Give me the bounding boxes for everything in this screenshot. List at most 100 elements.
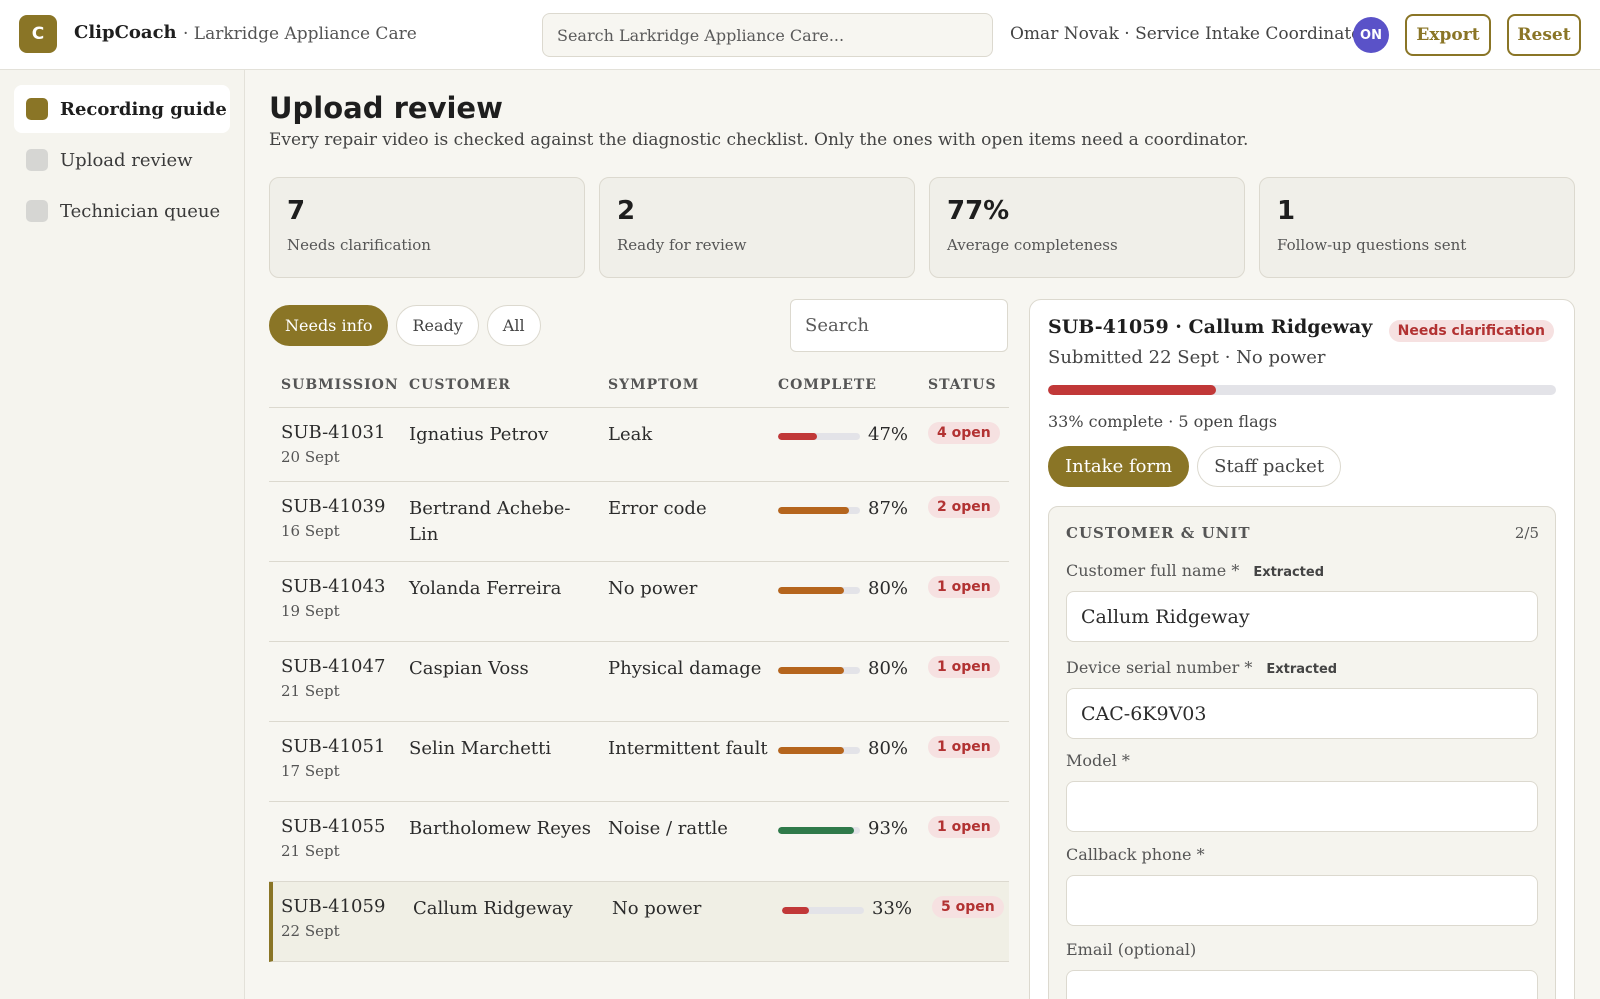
sidebar-item-recording-guide[interactable]: Recording guide (14, 85, 230, 133)
detail-panel: SUB-41059 · Callum Ridgeway Needs clarif… (1029, 299, 1575, 999)
complete-cell: 80% (778, 656, 916, 682)
submission-id: SUB-41051 (281, 736, 386, 757)
symptom-cell: Leak (608, 424, 653, 445)
submission-id: SUB-41055 (281, 816, 386, 837)
submission-id: SUB-41047 (281, 656, 386, 677)
percent-label: 80% (868, 658, 909, 679)
symptom-cell: No power (612, 898, 702, 919)
export-button[interactable]: Export (1405, 14, 1491, 56)
stat-label: Needs clarification (287, 236, 431, 254)
symptom-cell: Intermittent fault (608, 738, 768, 759)
progress-bar-fill (778, 827, 855, 834)
submission-date: 22 Sept (281, 922, 340, 940)
table-row[interactable]: SUB-41031 20 Sept Ignatius Petrov Leak 47% 4 … (269, 408, 1009, 482)
symptom-cell: Error code (608, 498, 707, 519)
status-badge: 2 open (928, 496, 1000, 518)
callback-phone-field[interactable] (1066, 875, 1538, 926)
nav-square-icon (26, 200, 48, 222)
table-row[interactable]: SUB-41055 21 Sept Bartholomew Reyes Noise /… (269, 802, 1009, 882)
extracted-tag: Extracted (1253, 565, 1325, 580)
column-header[interactable]: Submission (281, 377, 399, 393)
tab-intake-form[interactable]: Intake form (1048, 446, 1190, 487)
detail-subtitle: Submitted 22 Sept · No power (1048, 347, 1326, 368)
submission-date: 21 Sept (281, 682, 340, 700)
customer-cell: Caspian Voss (409, 658, 529, 679)
avatar[interactable]: ON (1353, 17, 1389, 53)
symptom-cell: No power (608, 578, 698, 599)
submission-cell: SUB-41039 16 Sept (281, 496, 385, 540)
table-row[interactable]: SUB-41043 19 Sept Yolanda Ferreira No power… (269, 562, 1009, 642)
column-header[interactable]: Symptom (608, 377, 700, 393)
stat-label: Average completeness (947, 236, 1118, 254)
complete-cell: 87% (778, 496, 916, 522)
submission-cell: SUB-41059 22 Sept (281, 896, 385, 940)
column-header[interactable]: Complete (778, 377, 877, 393)
sidebar-item-upload-review[interactable]: Upload review (14, 136, 230, 184)
sidebar-item-label: Technician queue (60, 200, 221, 222)
model-field[interactable] (1066, 781, 1538, 832)
tab-staff-packet[interactable]: Staff packet (1197, 446, 1342, 487)
progress-bar-fill (778, 667, 844, 674)
customer-cell: Ignatius Petrov (409, 424, 549, 445)
percent-label: 93% (868, 818, 909, 839)
customer-cell: Callum Ridgeway (413, 898, 573, 919)
field-label-text: Device serial number * (1066, 658, 1253, 677)
stat-label: Follow-up questions sent (1277, 236, 1467, 254)
table-row[interactable]: SUB-41039 16 Sept Bertrand Achebe-Lin Error… (269, 482, 1009, 562)
submission-id: SUB-41059 (281, 896, 386, 917)
reset-button[interactable]: Reset (1507, 14, 1581, 56)
progress-bar (778, 507, 860, 514)
nav-square-icon (26, 149, 48, 171)
stat-value: 77% (947, 196, 1010, 226)
column-header[interactable]: Customer (409, 377, 511, 393)
stat-card: 77% Average completeness (929, 177, 1245, 278)
app-logo: C (19, 15, 57, 53)
field-label-serial: Device serial number * Extracted (1066, 658, 1337, 677)
section-count: 2/5 (1514, 524, 1539, 542)
percent-label: 80% (868, 738, 909, 759)
page-title: Upload review (269, 91, 503, 125)
nav-square-icon (26, 98, 48, 120)
submission-date: 16 Sept (281, 522, 340, 540)
column-header[interactable]: Status (928, 377, 997, 393)
submission-date: 20 Sept (281, 448, 340, 466)
sidebar-item-technician-queue[interactable]: Technician queue (14, 187, 230, 235)
symptom-cell: Noise / rattle (608, 818, 728, 839)
detail-title: SUB-41059 · Callum Ridgeway (1048, 316, 1373, 338)
stat-value: 2 (617, 196, 636, 226)
field-label-model: Model * (1066, 751, 1130, 770)
table-row[interactable]: SUB-41051 17 Sept Selin Marchetti Intermitt… (269, 722, 1009, 802)
table-search-input[interactable] (790, 299, 1008, 352)
global-search-input[interactable] (542, 13, 993, 57)
customer-name-field[interactable] (1066, 591, 1538, 642)
email-field[interactable] (1066, 970, 1538, 999)
filter-needs-info[interactable]: Needs info (269, 305, 389, 346)
submission-date: 19 Sept (281, 602, 340, 620)
percent-label: 80% (868, 578, 909, 599)
submission-cell: SUB-41051 17 Sept (281, 736, 385, 780)
status-cell: 1 open (928, 655, 1000, 678)
filter-all[interactable]: All (486, 305, 541, 346)
status-cell: 1 open (928, 735, 1000, 758)
progress-bar-fill (778, 433, 817, 440)
table-row[interactable]: SUB-41059 22 Sept Callum Ridgeway No power 3… (269, 882, 1009, 962)
field-label-customer-name: Customer full name * Extracted (1066, 561, 1324, 580)
percent-label: 87% (868, 498, 909, 519)
app-name: ClipCoach (74, 22, 177, 43)
field-label-phone: Callback phone * (1066, 845, 1205, 864)
complete-cell: 80% (778, 576, 916, 602)
completeness-bar (1048, 385, 1556, 395)
extracted-tag: Extracted (1266, 662, 1338, 677)
table-row[interactable]: SUB-41047 21 Sept Caspian Voss Physical dam… (269, 642, 1009, 722)
submission-id: SUB-41043 (281, 576, 386, 597)
customer-unit-section: Customer & Unit 2/5 Customer full name *… (1048, 506, 1556, 999)
field-label-text: Customer full name * (1066, 561, 1240, 580)
serial-number-field[interactable] (1066, 688, 1538, 739)
complete-cell: 33% (782, 896, 920, 922)
filter-ready[interactable]: Ready (396, 305, 479, 346)
progress-bar-fill (778, 507, 850, 514)
status-badge: Needs clarification (1388, 320, 1554, 342)
progress-bar-fill (778, 587, 844, 594)
percent-label: 47% (868, 424, 909, 445)
field-label-email: Email (optional) (1066, 940, 1197, 959)
